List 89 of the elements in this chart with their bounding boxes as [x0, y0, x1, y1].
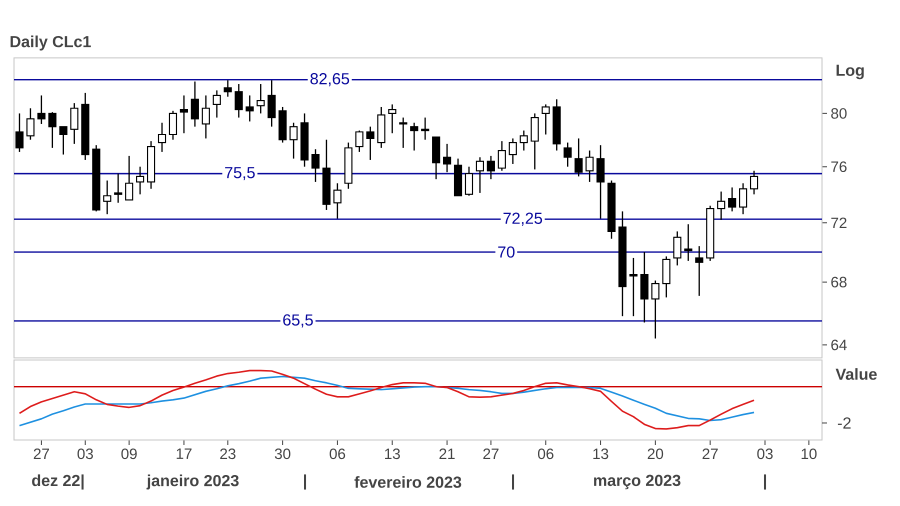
candlestick	[464, 166, 474, 196]
candlestick	[728, 186, 736, 212]
text: dez 22|	[32, 474, 84, 490]
candlestick	[136, 166, 144, 195]
x-tick-label: 23	[220, 448, 236, 460]
text: |	[304, 474, 306, 490]
ref-line-label: 82,65	[310, 73, 350, 86]
candlestick	[530, 112, 539, 170]
candlestick	[684, 224, 692, 262]
y-tick-label: 64	[831, 340, 847, 350]
candlestick	[246, 94, 254, 122]
candlestick	[168, 110, 178, 140]
candlestick	[26, 108, 35, 140]
candlestick	[290, 122, 298, 160]
candlestick	[486, 155, 495, 180]
x-tick-label: 27	[702, 448, 718, 459]
candlestick	[37, 94, 46, 125]
candlestick	[268, 80, 276, 128]
candlestick	[59, 126, 68, 156]
candlestick	[224, 80, 232, 98]
candlestick	[750, 170, 758, 195]
candlestick	[476, 156, 484, 194]
candlestick	[586, 150, 594, 183]
x-tick-label: 03	[78, 448, 93, 460]
x-tick-label: 13	[593, 448, 608, 460]
ref-line-label: 72,25	[504, 212, 542, 226]
y-tick-label: 80	[831, 108, 847, 119]
text: janeiro 2023	[146, 474, 239, 490]
ref-line-label: 65,5	[283, 314, 313, 328]
x-tick-label: 06	[538, 448, 554, 460]
candlestick	[355, 130, 364, 153]
candlestick	[256, 83, 265, 114]
text: fevereiro 2023	[354, 476, 462, 488]
candlestick	[574, 138, 583, 178]
x-tick-label: 10	[802, 448, 817, 460]
x-tick-label: 27	[34, 448, 50, 459]
x-tick-label: 06	[330, 448, 346, 460]
candlestick	[158, 122, 166, 153]
text: |	[764, 474, 766, 490]
text: -2	[838, 417, 851, 429]
x-tick-label: 17	[176, 448, 192, 459]
candlestick	[70, 102, 78, 145]
candlestick	[564, 142, 572, 168]
candlestick	[410, 122, 418, 152]
ref-line-label: 70	[498, 246, 515, 258]
x-tick-label: 21	[439, 448, 455, 459]
x-tick-label: 20	[648, 448, 664, 460]
y-tick-label: 68	[831, 276, 847, 288]
candlestick	[48, 111, 56, 149]
candlestick	[212, 90, 221, 118]
y-tick-label: 76	[831, 161, 847, 172]
candlestick	[443, 143, 452, 173]
candlestick	[180, 94, 188, 134]
candlestick	[673, 230, 682, 266]
candlestick	[125, 155, 134, 201]
candlestick	[739, 182, 748, 215]
candlestick	[366, 126, 374, 161]
text: março 2023	[594, 474, 680, 490]
candlestick	[103, 180, 112, 215]
candlestick	[651, 280, 660, 340]
candlestick	[542, 104, 550, 136]
candlestick	[508, 138, 517, 165]
candlestick	[717, 190, 726, 221]
y-tick-label: 72	[831, 218, 846, 228]
y-axis-title: Value	[836, 368, 877, 380]
candlestick	[596, 144, 605, 220]
ref-line-label: 75,5	[225, 167, 255, 180]
candlestick	[421, 116, 430, 140]
y-axis-title: Log	[836, 64, 864, 80]
candlestick	[311, 148, 320, 183]
candlestick	[520, 130, 528, 152]
x-tick-label: 30	[274, 448, 290, 460]
candlestick	[388, 104, 396, 134]
candlestick	[190, 80, 199, 128]
candlestick	[399, 116, 408, 149]
x-tick-label: 27	[483, 448, 499, 459]
chart-title: Daily CLc1	[10, 36, 91, 50]
candlestick	[202, 94, 210, 140]
candlestick	[114, 172, 122, 204]
x-tick-label: 09	[121, 448, 137, 460]
candlestick	[234, 83, 243, 118]
x-tick-label: 03	[757, 448, 773, 460]
candlestick	[333, 182, 342, 220]
text: |	[512, 474, 514, 490]
candlestick	[498, 140, 506, 172]
candlestick	[629, 257, 638, 317]
candlestick	[15, 112, 24, 153]
candlestick	[695, 245, 704, 297]
x-tick-label: 13	[385, 448, 400, 460]
